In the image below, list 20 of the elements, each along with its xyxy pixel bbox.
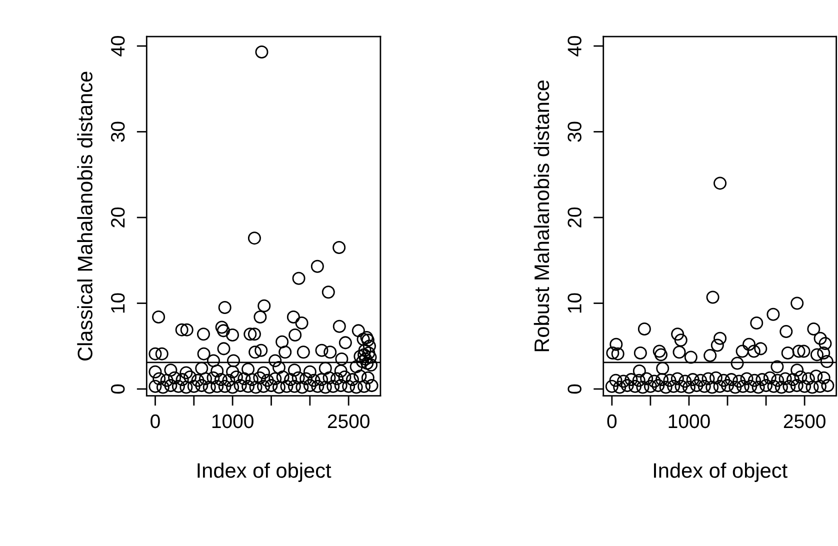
y-tick-label: 0 (568, 384, 582, 394)
x-axis-title: Index of object (654, 462, 788, 482)
x-tick-label: 1000 (668, 414, 710, 428)
x-tick-label: 2500 (328, 414, 370, 428)
y-tick-label: 30 (568, 122, 582, 142)
x-axis-title: Index of object (198, 462, 332, 482)
x-tick-label: 0 (150, 414, 160, 428)
y-tick-label: 30 (110, 122, 125, 142)
x-tick-label: 1000 (212, 414, 254, 428)
y-axis-title: Classical Mahalanobis distance (77, 72, 92, 360)
y-tick-label: 0 (110, 384, 125, 394)
y-tick-label: 40 (568, 36, 582, 56)
y-tick-label: 20 (568, 207, 582, 228)
x-tick-label: 0 (607, 414, 617, 428)
y-tick-label: 20 (110, 207, 125, 228)
y-tick-label: 10 (568, 293, 582, 313)
y-tick-label: 10 (110, 293, 125, 313)
x-tick-label: 2500 (784, 414, 826, 428)
y-tick-label: 40 (110, 36, 125, 56)
y-axis-title: Robust Mahalanobis distance (534, 80, 550, 352)
